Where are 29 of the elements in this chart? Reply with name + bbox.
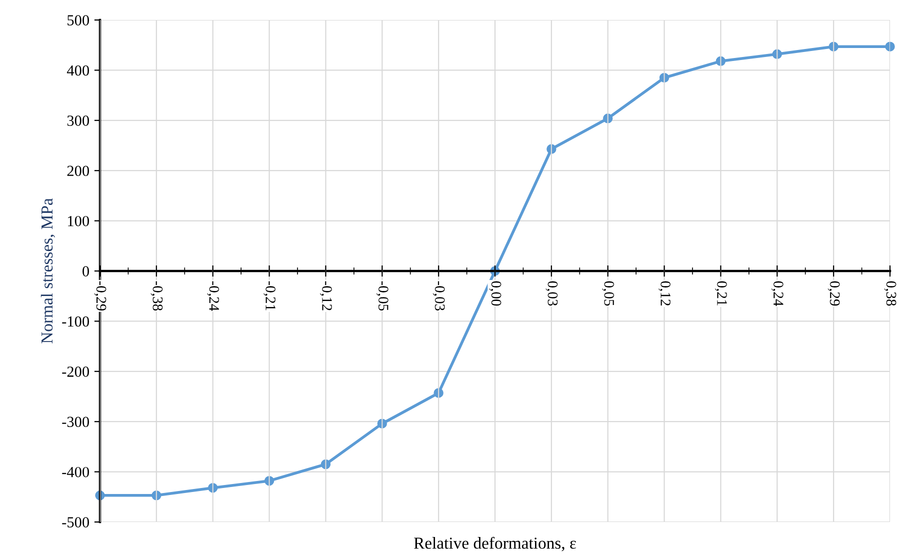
x-tick-label: 0,00 <box>489 281 502 306</box>
y-tick-label: -500 <box>62 517 89 528</box>
x-tick-label: -0,24 <box>207 281 220 311</box>
y-axis-title: Normal stresses, MPa <box>40 198 56 344</box>
x-tick-label: -0,38 <box>150 281 163 311</box>
y-tick-label: -300 <box>62 416 89 428</box>
y-tick-label: 500 <box>68 15 89 26</box>
x-tick-label: 0,05 <box>602 281 614 306</box>
x-tick-label: 0,29 <box>828 281 840 306</box>
x-tick-label: 0,12 <box>658 281 670 306</box>
x-tick-label: -0,03 <box>432 281 445 311</box>
x-tick-label: 0,21 <box>714 281 727 306</box>
y-tick-label: 200 <box>67 166 89 176</box>
x-tick-label: -0,21 <box>264 281 276 310</box>
x-tick-label: -0,05 <box>376 281 388 311</box>
x-tick-label: -0,12 <box>320 281 332 310</box>
y-tick-label: 300 <box>67 116 89 126</box>
x-axis-title: Relative deformations, ε <box>414 536 576 552</box>
y-tick-label: -400 <box>62 466 89 478</box>
y-tick-label: 100 <box>68 216 89 226</box>
y-tick-label: 400 <box>66 65 89 76</box>
x-tick-label: 0,24 <box>771 281 784 306</box>
x-tick-label: 0,38 <box>884 281 896 306</box>
point <box>885 42 895 52</box>
y-tick-label: 0 <box>82 266 89 276</box>
y-tick-label: -200 <box>62 366 89 377</box>
x-tick-label: -0,29 <box>94 281 106 310</box>
x-tick-label: 0,03 <box>546 281 558 306</box>
y-tick-label: -100 <box>62 316 89 327</box>
